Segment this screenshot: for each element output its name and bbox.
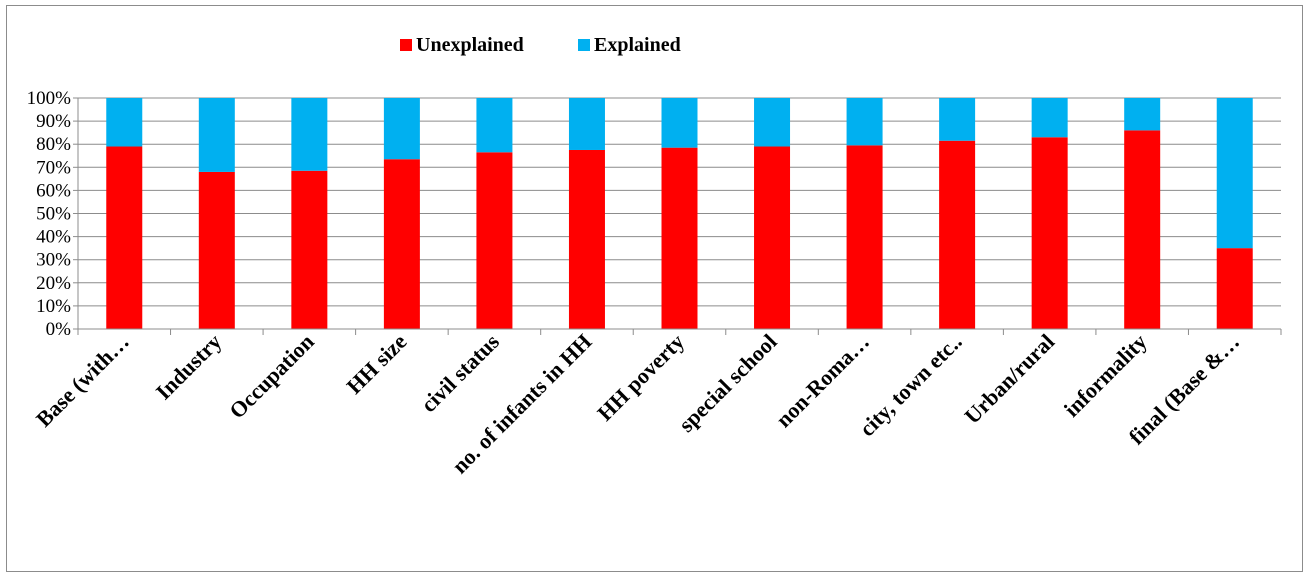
bar-explained <box>106 98 143 147</box>
x-tick-label: informality <box>1059 329 1152 422</box>
bar-unexplained <box>939 140 976 329</box>
bar-unexplained <box>568 149 605 329</box>
legend: Unexplained Explained <box>400 34 681 56</box>
y-tick-label: 70% <box>36 157 71 178</box>
legend-swatch-explained <box>578 39 590 51</box>
bar-unexplained <box>1216 248 1253 329</box>
x-tick-label: Occupation <box>224 329 319 424</box>
legend-swatch-unexplained <box>400 39 412 51</box>
bar-unexplained <box>476 152 513 329</box>
bar-unexplained <box>754 146 791 329</box>
legend-label-unexplained: Unexplained <box>416 34 524 56</box>
y-tick-label: 0% <box>46 319 72 340</box>
legend-label-explained: Explained <box>594 34 681 56</box>
bar-explained <box>754 98 791 147</box>
x-tick-label: Urban/rural <box>959 329 1059 429</box>
bar-explained <box>568 98 605 150</box>
y-tick-label: 60% <box>36 180 71 201</box>
bar-unexplained <box>383 159 420 329</box>
y-tick-label: 80% <box>36 134 71 155</box>
x-tick-label: civil status <box>416 329 504 417</box>
x-tick-label: Industry <box>151 329 227 405</box>
y-tick-label: 90% <box>36 111 71 132</box>
bar-unexplained <box>198 171 235 329</box>
y-tick-label: 40% <box>36 227 71 248</box>
x-tick-label: special school <box>674 329 782 437</box>
bar-unexplained <box>661 147 698 329</box>
bar-unexplained <box>1124 130 1161 329</box>
y-tick-label: 20% <box>36 273 71 294</box>
y-tick-label: 100% <box>27 88 72 109</box>
x-tick-label: non-Roma… <box>771 329 874 432</box>
y-tick-label: 50% <box>36 204 71 225</box>
bar-explained <box>1216 98 1253 249</box>
bars <box>106 98 1253 329</box>
x-tick-label: Base (with… <box>31 329 134 432</box>
bar-explained <box>939 98 976 141</box>
bar-explained <box>846 98 883 146</box>
bar-unexplained <box>106 146 143 329</box>
chart-frame: Unexplained Explained 0% 10% 20% 30% 40% 50% 6… <box>6 5 1303 572</box>
bar-explained <box>383 98 420 160</box>
x-tick-label: HH poverty <box>592 329 689 426</box>
y-tick-label: 30% <box>36 250 71 271</box>
stacked-bar-chart: Unexplained Explained 0%10%20%30%40%50% 6… <box>27 34 1282 478</box>
bar-explained <box>1031 98 1068 138</box>
bar-explained <box>476 98 513 153</box>
x-tick-label: HH size <box>341 329 411 399</box>
y-tick-label: 10% <box>36 296 71 317</box>
bar-unexplained <box>846 145 883 329</box>
y-axis: 0%10%20%30%40%50% 60%70%80%90%100% <box>27 88 79 340</box>
bar-explained <box>661 98 698 148</box>
bar-explained <box>198 98 235 172</box>
bar-unexplained <box>1031 137 1068 329</box>
bar-explained <box>1124 98 1161 131</box>
bar-explained <box>291 98 328 171</box>
bar-unexplained <box>291 170 328 329</box>
